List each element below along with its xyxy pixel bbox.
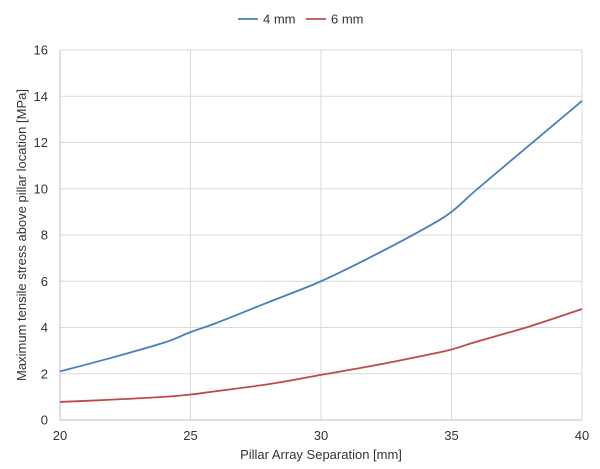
x-tick-label: 35 <box>444 428 458 443</box>
series-group <box>59 100 583 403</box>
grid <box>60 49 583 420</box>
y-tick-label: 2 <box>41 366 48 381</box>
y-tick-label: 10 <box>34 181 48 196</box>
series-line-1 <box>59 100 583 373</box>
axes: 0 2 4 6 8 10 12 14 16 20 25 30 35 40 <box>34 43 590 444</box>
x-tick-label: 30 <box>314 428 328 443</box>
legend-label-1: 4 mm <box>263 12 296 27</box>
legend: 4 mm 6 mm <box>238 12 364 27</box>
x-tick-label: 25 <box>183 428 197 443</box>
y-tick-label: 14 <box>34 89 48 104</box>
y-axis-title: Maximum tensile stress above pillar loca… <box>14 89 29 381</box>
y-tick-label: 6 <box>41 274 48 289</box>
x-tick-label: 40 <box>575 428 589 443</box>
y-tick-label: 8 <box>41 228 48 243</box>
y-tick-label: 4 <box>41 320 48 335</box>
x-axis-title: Pillar Array Separation [mm] <box>240 447 402 462</box>
y-tick-label: 16 <box>34 43 48 58</box>
x-tick-label: 20 <box>53 428 67 443</box>
legend-label-2: 6 mm <box>331 12 364 27</box>
y-tick-label: 12 <box>34 135 48 150</box>
y-tick-label: 0 <box>41 413 48 428</box>
series-line-2 <box>59 308 583 403</box>
